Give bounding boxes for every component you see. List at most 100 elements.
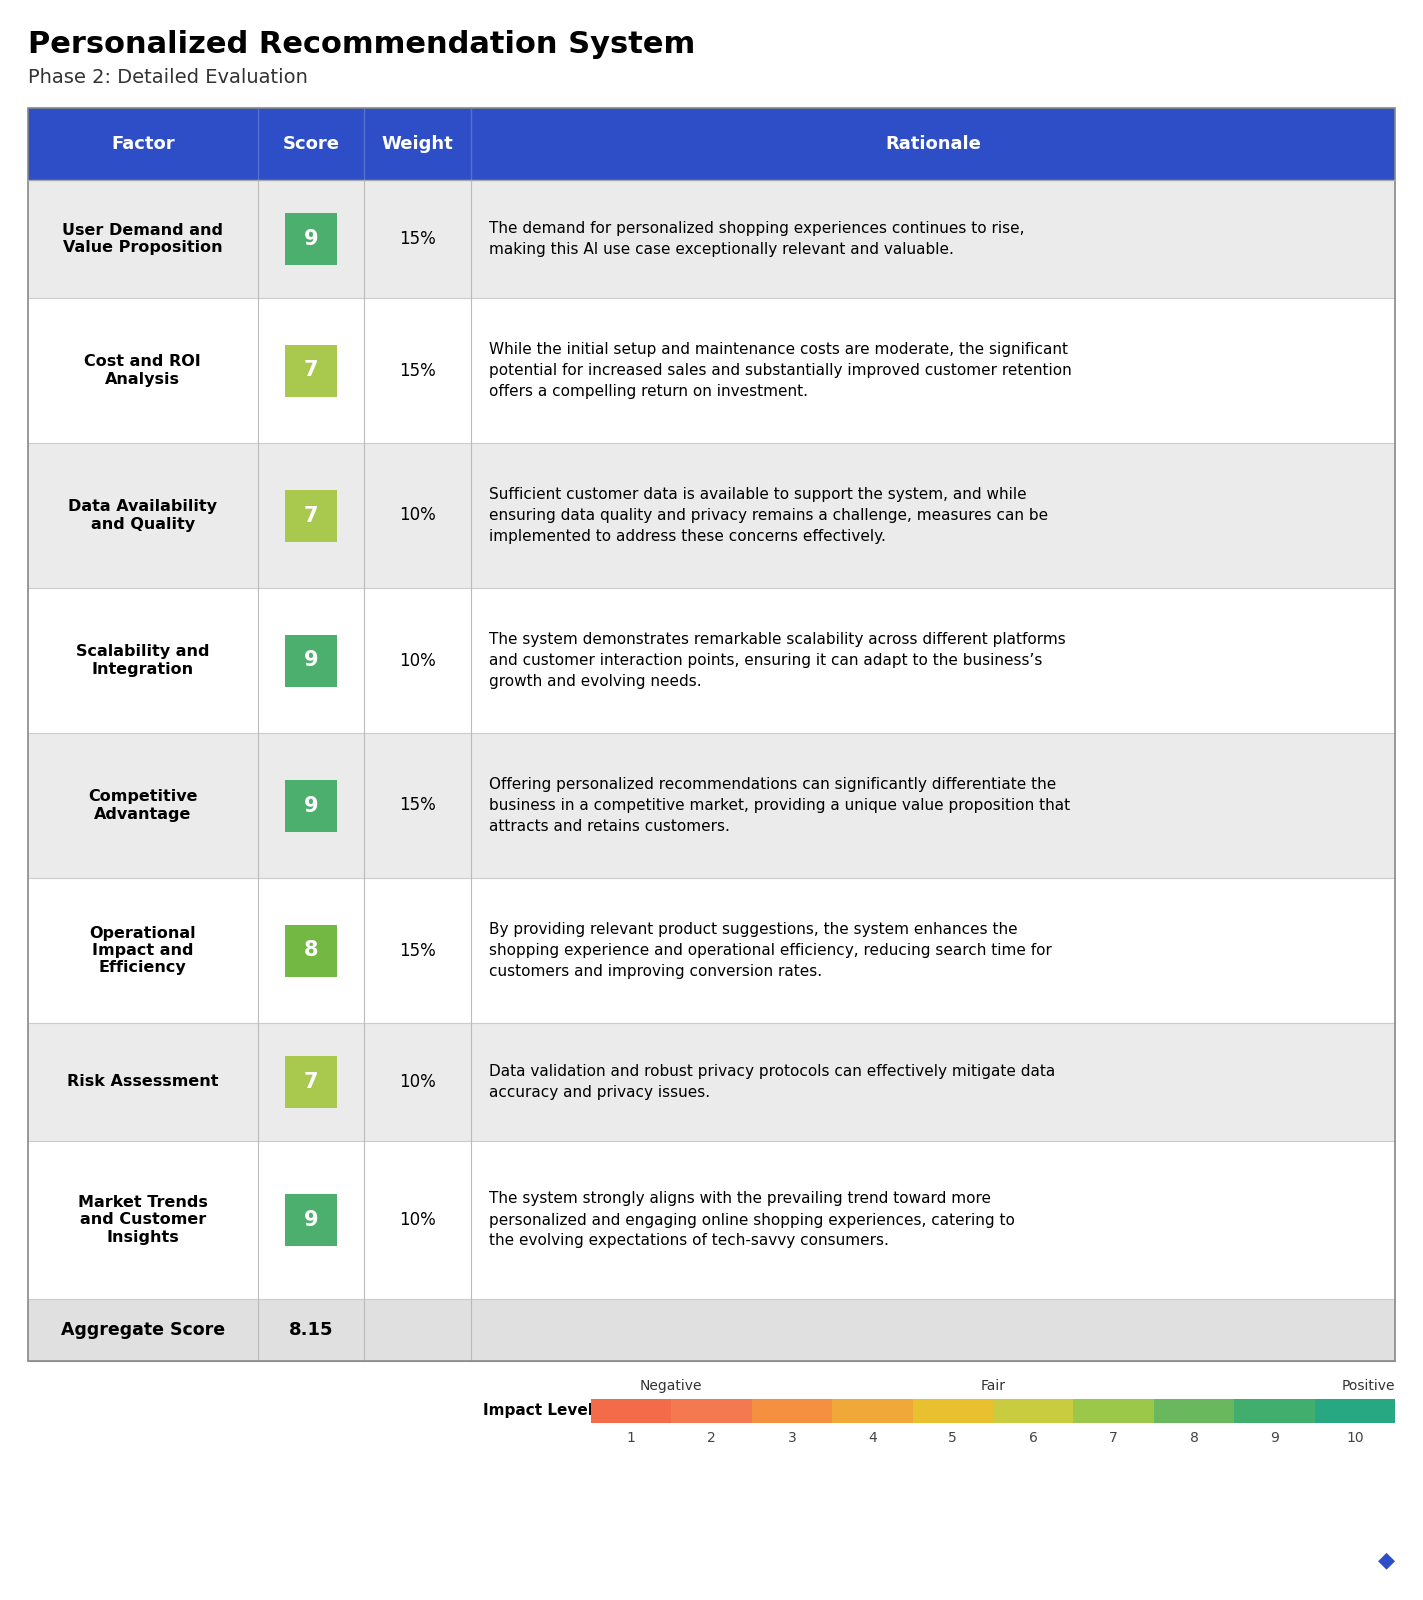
Bar <box>993 1398 1073 1422</box>
Text: Data Availability
and Quality: Data Availability and Quality <box>68 499 218 531</box>
Bar <box>258 443 364 587</box>
Text: 15%: 15% <box>400 230 435 248</box>
Bar <box>364 443 471 587</box>
Text: Weight: Weight <box>381 134 454 154</box>
Text: 6: 6 <box>1029 1430 1037 1445</box>
Bar <box>285 1194 337 1246</box>
Bar <box>364 587 471 733</box>
Text: Sufficient customer data is available to support the system, and while
ensuring : Sufficient customer data is available to… <box>490 486 1047 544</box>
Bar <box>364 109 471 179</box>
Text: 7: 7 <box>303 360 319 381</box>
Bar <box>471 587 1395 733</box>
Text: 8.15: 8.15 <box>289 1322 333 1339</box>
Bar <box>471 443 1395 587</box>
Bar <box>1315 1398 1395 1422</box>
Bar <box>258 1299 364 1362</box>
Bar <box>591 1398 672 1422</box>
Bar <box>258 179 364 298</box>
Bar <box>28 1141 258 1299</box>
Bar <box>471 1141 1395 1299</box>
Text: Negative: Negative <box>640 1379 703 1394</box>
Bar <box>912 1398 993 1422</box>
Text: 9: 9 <box>303 795 319 816</box>
Bar <box>471 878 1395 1022</box>
Bar <box>364 298 471 443</box>
Bar <box>28 443 258 587</box>
Text: Positive: Positive <box>1342 1379 1395 1394</box>
Text: Offering personalized recommendations can significantly differentiate the
busine: Offering personalized recommendations ca… <box>490 778 1070 834</box>
Bar <box>28 878 258 1022</box>
Bar <box>285 490 337 541</box>
Bar <box>258 733 364 878</box>
Text: 10%: 10% <box>400 1074 435 1091</box>
Bar <box>471 1022 1395 1141</box>
Text: The system demonstrates remarkable scalability across different platforms
and cu: The system demonstrates remarkable scala… <box>490 632 1066 690</box>
Text: 9: 9 <box>1269 1430 1279 1445</box>
Text: 10: 10 <box>1346 1430 1363 1445</box>
Text: 1: 1 <box>626 1430 636 1445</box>
Bar <box>672 1398 751 1422</box>
Bar <box>471 298 1395 443</box>
Text: 3: 3 <box>787 1430 797 1445</box>
Bar <box>258 1141 364 1299</box>
Bar <box>258 109 364 179</box>
Text: The system strongly aligns with the prevailing trend toward more
personalized an: The system strongly aligns with the prev… <box>490 1192 1015 1248</box>
Text: Factor: Factor <box>111 134 175 154</box>
Bar <box>1234 1398 1315 1422</box>
Bar <box>28 109 1395 1362</box>
Bar <box>28 179 258 298</box>
Text: 9: 9 <box>303 1210 319 1230</box>
Bar <box>471 733 1395 878</box>
Text: 5: 5 <box>948 1430 958 1445</box>
Text: Cost and ROI
Analysis: Cost and ROI Analysis <box>84 354 201 387</box>
Text: 7: 7 <box>1109 1430 1118 1445</box>
Bar <box>364 733 471 878</box>
Bar <box>28 1299 258 1362</box>
Text: 15%: 15% <box>400 941 435 960</box>
Bar <box>364 1022 471 1141</box>
Text: By providing relevant product suggestions, the system enhances the
shopping expe: By providing relevant product suggestion… <box>490 922 1052 979</box>
Text: ◆: ◆ <box>1377 1550 1395 1570</box>
Bar <box>285 925 337 976</box>
Text: Phase 2: Detailed Evaluation: Phase 2: Detailed Evaluation <box>28 67 307 86</box>
Text: Rationale: Rationale <box>885 134 980 154</box>
Text: 10%: 10% <box>400 507 435 525</box>
Bar <box>751 1398 832 1422</box>
Text: 15%: 15% <box>400 362 435 379</box>
Text: 8: 8 <box>303 941 319 960</box>
Text: Operational
Impact and
Efficiency: Operational Impact and Efficiency <box>90 925 196 976</box>
Text: Impact Level:: Impact Level: <box>482 1403 599 1419</box>
Text: The demand for personalized shopping experiences continues to rise,
making this : The demand for personalized shopping exp… <box>490 221 1025 258</box>
Bar <box>364 1141 471 1299</box>
Bar <box>285 344 337 397</box>
Text: 9: 9 <box>303 651 319 670</box>
Bar <box>285 1056 337 1107</box>
Bar <box>471 109 1395 179</box>
Text: User Demand and
Value Proposition: User Demand and Value Proposition <box>63 222 223 254</box>
Text: Aggregate Score: Aggregate Score <box>61 1322 225 1339</box>
Text: Competitive
Advantage: Competitive Advantage <box>88 789 198 822</box>
Text: Market Trends
and Customer
Insights: Market Trends and Customer Insights <box>78 1195 208 1245</box>
Bar <box>832 1398 912 1422</box>
Bar <box>1073 1398 1154 1422</box>
Text: Score: Score <box>283 134 340 154</box>
Text: 4: 4 <box>868 1430 877 1445</box>
Bar <box>364 1299 471 1362</box>
Text: Fair: Fair <box>980 1379 1006 1394</box>
Bar <box>28 109 258 179</box>
Text: 15%: 15% <box>400 797 435 814</box>
Bar <box>285 779 337 832</box>
Text: Scalability and
Integration: Scalability and Integration <box>75 645 209 677</box>
Text: Data validation and robust privacy protocols can effectively mitigate data
accur: Data validation and robust privacy proto… <box>490 1064 1056 1101</box>
Text: 2: 2 <box>707 1430 716 1445</box>
Bar <box>285 213 337 266</box>
Text: 10%: 10% <box>400 1211 435 1229</box>
Bar <box>364 878 471 1022</box>
Bar <box>471 179 1395 298</box>
Text: While the initial setup and maintenance costs are moderate, the significant
pote: While the initial setup and maintenance … <box>490 342 1072 398</box>
Bar <box>28 587 258 733</box>
Bar <box>258 878 364 1022</box>
Text: 7: 7 <box>303 506 319 525</box>
Text: 8: 8 <box>1190 1430 1198 1445</box>
Bar <box>258 298 364 443</box>
